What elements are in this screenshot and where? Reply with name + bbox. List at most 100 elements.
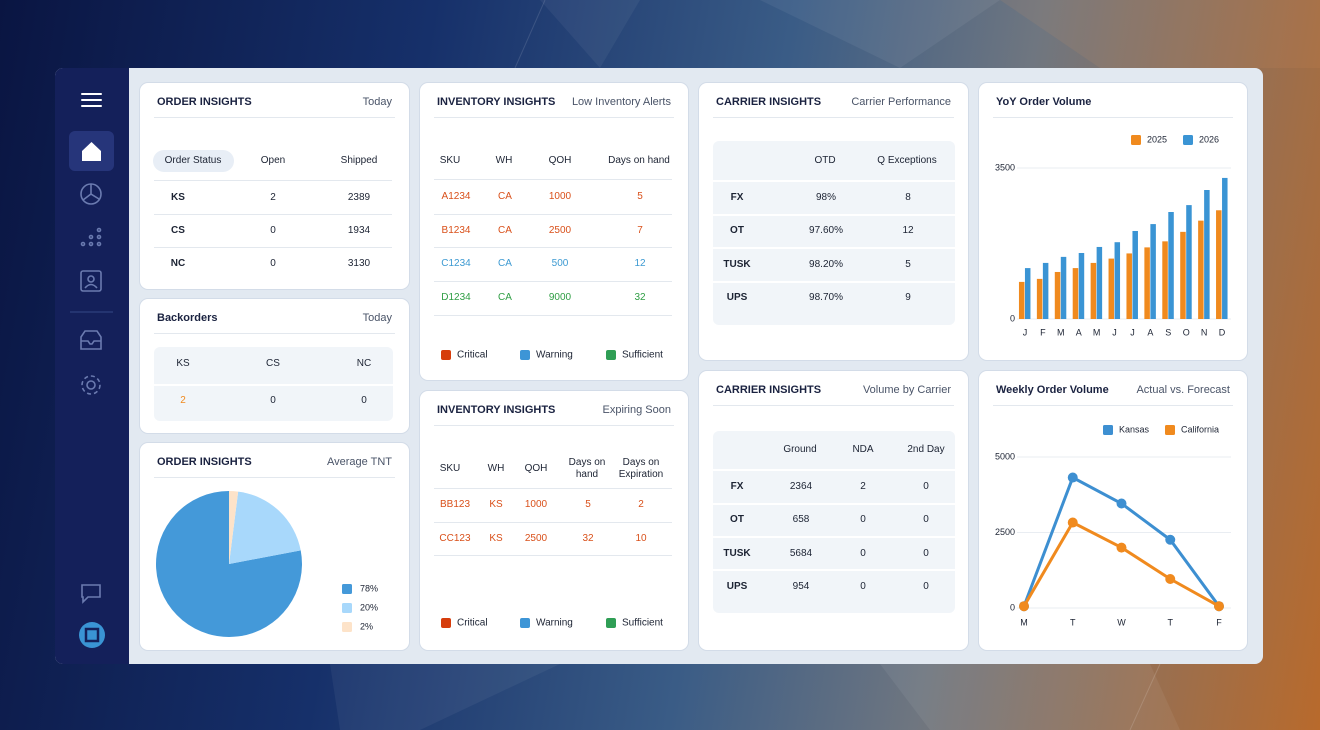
- legend-swatch: [606, 350, 616, 360]
- row-label: C1234: [441, 258, 471, 269]
- bar: [1108, 258, 1115, 319]
- backorders-card: Backorders Today KS 2 CS 0 NC 0: [140, 299, 409, 433]
- network-icon[interactable]: [80, 227, 102, 247]
- x-tick-label: T: [1070, 617, 1076, 627]
- table-cell: 1000: [548, 191, 572, 202]
- row-divider: [154, 384, 393, 386]
- point: [1214, 601, 1224, 612]
- status-pill: [153, 150, 234, 172]
- legend-label: 2%: [360, 621, 373, 631]
- column-header: KS: [176, 358, 190, 369]
- x-tick-label: N: [1201, 327, 1208, 337]
- x-tick-label: J: [1023, 327, 1028, 337]
- row-divider: [434, 555, 672, 556]
- card-subtitle: Today: [362, 312, 392, 324]
- row-divider: [713, 214, 955, 216]
- table-cell: CA: [498, 224, 512, 236]
- point: [1165, 534, 1176, 545]
- x-tick-label: F: [1040, 327, 1046, 337]
- row-label: BB123: [439, 499, 471, 510]
- row-divider: [434, 179, 672, 180]
- chat-icon[interactable]: [81, 584, 101, 604]
- row-divider: [713, 469, 955, 471]
- line-chart-card: 0 2500 5000 M T W T F Kansas California Weekly Ord…: [979, 371, 1247, 650]
- bar: [1126, 253, 1132, 319]
- row-label: UPS: [726, 291, 748, 303]
- table-cell: 0: [860, 580, 866, 592]
- row-label: UPS: [726, 580, 748, 592]
- pie-chart-card: 78% 20% 2% ORDER INSIGHTS Average TNT: [140, 443, 409, 650]
- table-cell: 9000: [548, 291, 572, 303]
- inbox-icon[interactable]: [80, 330, 102, 350]
- table-cell: 2: [638, 499, 644, 510]
- card-subtitle: Expiring Soon: [602, 404, 672, 416]
- bar: [1222, 177, 1228, 319]
- row-label: TUSK: [723, 258, 751, 270]
- card-subtitle: Average TNT: [326, 456, 392, 468]
- table-cell: 658: [792, 514, 810, 526]
- logo[interactable]: [79, 622, 105, 648]
- column-header: Shipped: [340, 155, 378, 166]
- x-tick-label: M: [1093, 327, 1101, 337]
- table-cell: 2: [270, 192, 276, 203]
- card-subtitle: Today: [362, 96, 392, 108]
- x-tick-label: D: [1219, 327, 1226, 337]
- order-insights-card: ORDER INSIGHTS Today Order Status Open Shipp…: [140, 83, 409, 289]
- legend-label: Warning: [536, 617, 573, 629]
- row-divider: [434, 214, 672, 215]
- header-divider: [713, 117, 954, 118]
- table-cell: CA: [498, 291, 512, 303]
- table-cell: 2364: [789, 481, 813, 492]
- x-tick-label: O: [1183, 327, 1190, 337]
- x-tick-label: J: [1130, 327, 1135, 337]
- expiring-inventory-card: INVENTORY INSIGHTS Expiring Soon SKU WH QOH D…: [420, 391, 688, 650]
- header-divider: [434, 117, 674, 118]
- legend-label: Sufficient: [622, 617, 663, 629]
- sidebar-icons: [69, 93, 114, 648]
- chart: 0 2500 5000 M T W T F Kansas California: [995, 424, 1231, 627]
- legend-label: Kansas: [1119, 424, 1150, 434]
- x-tick-label: W: [1117, 617, 1126, 627]
- contacts-icon[interactable]: [80, 270, 102, 292]
- card-subtitle: Carrier Performance: [851, 96, 951, 108]
- bar: [1042, 262, 1049, 319]
- column-header: OTD: [814, 155, 836, 166]
- logo-mark: [84, 627, 100, 643]
- header-divider: [434, 425, 674, 426]
- legend-label: 78%: [360, 583, 378, 593]
- row-label: A1234: [441, 191, 471, 202]
- table-cell: 12: [902, 225, 914, 237]
- table-cell: 3130: [347, 258, 371, 269]
- table-cell: 97.60%: [809, 225, 843, 237]
- table-cell: 500: [551, 258, 569, 269]
- row-label: D1234: [441, 291, 471, 303]
- bar: [1024, 268, 1031, 319]
- settings-icon[interactable]: [86, 380, 96, 390]
- column-header: NC: [356, 358, 372, 369]
- row-label: B1234: [441, 224, 471, 236]
- card-title: INVENTORY INSIGHTS: [437, 96, 556, 108]
- card-title: ORDER INSIGHTS: [157, 456, 252, 468]
- legend-swatch: [1103, 425, 1113, 435]
- table-cell: 98.70%: [809, 291, 843, 303]
- table-cell: 0: [860, 547, 866, 559]
- column-header: CS: [266, 358, 280, 369]
- bar: [1186, 205, 1192, 319]
- legend-swatch: [342, 584, 352, 594]
- row-divider: [713, 536, 955, 538]
- menu-icon[interactable]: [81, 93, 102, 107]
- column-header: Order Status: [164, 155, 222, 166]
- y-tick-label: 5000: [995, 451, 1015, 461]
- legend-swatch: [1165, 425, 1175, 435]
- legend-swatch: [606, 618, 616, 628]
- bar: [1054, 271, 1061, 319]
- row-label: KS: [171, 192, 185, 203]
- table-cell: 10: [635, 533, 647, 544]
- legend-label: Sufficient: [622, 349, 663, 361]
- card-title: Backorders: [157, 312, 218, 324]
- row-divider: [154, 214, 392, 215]
- column-header: WH: [487, 463, 505, 474]
- row-divider: [434, 315, 672, 316]
- pie-slice: [155, 491, 302, 637]
